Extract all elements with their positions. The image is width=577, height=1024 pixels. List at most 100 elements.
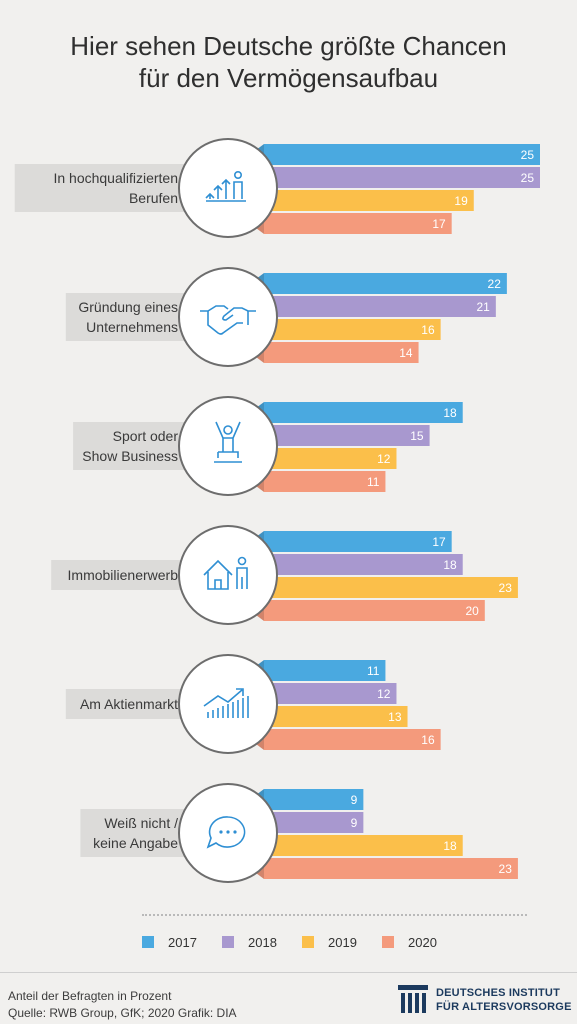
bar [264, 835, 463, 856]
bar-value-label: 11 [367, 475, 380, 489]
category-group: Immobilienerwerb 17 18 23 20 [51, 525, 518, 625]
bar [264, 425, 430, 446]
handshake-icon [200, 305, 256, 335]
bar-value-label: 11 [367, 664, 380, 678]
category-label: Sport oder [113, 428, 179, 444]
bar [264, 448, 397, 469]
footer-source: Quelle: RWB Group, GfK; 2020 Grafik: DIA [8, 1006, 237, 1020]
legend: 2017 2018 2019 2020 [0, 930, 577, 954]
category-label-box [73, 422, 188, 470]
bar [264, 531, 452, 552]
category-label: In hochqualifizierten [53, 170, 178, 186]
category-group: In hochqualifizierten Berufen 25 25 19 17 [14, 138, 540, 238]
bar-chart: In hochqualifizierten Berufen 25 25 19 17 Grün… [14, 138, 540, 883]
legend-swatch-2018 [222, 936, 234, 948]
bar-value-label: 23 [499, 581, 513, 595]
legend-label-2020: 2020 [408, 934, 437, 950]
category-group: Sport oder Show Business 18 15 12 11 [73, 396, 463, 496]
brand-text: DEUTSCHES INSTITUT FÜR ALTERSVORSORGE [436, 986, 572, 1014]
bar-value-label: 14 [399, 346, 413, 360]
chat-bubble-icon [206, 816, 246, 849]
legend-item-2020: 2020 [382, 930, 437, 954]
bar [264, 660, 386, 681]
category-label: Gründung eines [78, 299, 178, 315]
category-label: Unternehmens [86, 319, 178, 335]
bar-value-label: 25 [521, 171, 535, 185]
brand-line-1: DEUTSCHES INSTITUT [436, 987, 560, 999]
bar-value-label: 17 [432, 217, 446, 231]
bar-value-label: 13 [388, 710, 402, 724]
category-label: Weiß nicht / [104, 815, 178, 831]
bar [264, 729, 441, 750]
legend-item-2018: 2018 [222, 930, 277, 954]
bar [264, 296, 496, 317]
bar [264, 273, 507, 294]
bar-value-label: 17 [432, 535, 446, 549]
bar-value-label: 23 [499, 862, 513, 876]
bar [264, 706, 408, 727]
footer-divider [0, 972, 577, 973]
bar-value-label: 25 [521, 148, 535, 162]
legend-item-2019: 2019 [302, 930, 357, 954]
bar-value-label: 22 [488, 277, 502, 291]
bar [264, 812, 364, 833]
bar-value-label: 16 [421, 323, 435, 337]
bar [264, 190, 474, 211]
bar-value-label: 18 [443, 406, 457, 420]
category-label: Am Aktienmarkt [80, 696, 178, 712]
category-icon-circle [178, 138, 278, 238]
bar-value-label: 12 [377, 687, 391, 701]
title-line-1: Hier sehen Deutsche größte Chancen [70, 31, 507, 61]
category-group: Gründung eines Unternehmens 22 21 16 14 [65, 267, 507, 367]
category-label-box [14, 164, 189, 212]
bar [264, 683, 397, 704]
legend-swatch-2020 [382, 936, 394, 948]
career-growth-icon [205, 171, 246, 202]
bar [264, 319, 441, 340]
legend-label-2018: 2018 [248, 934, 277, 950]
category-group: Weiß nicht / keine Angabe 9 9 18 23 [80, 783, 518, 883]
brand-logo: DEUTSCHES INSTITUT FÜR ALTERSVORSORGE [398, 985, 572, 1015]
dia-logo-icon [398, 985, 428, 1013]
category-group: Am Aktienmarkt 11 12 13 16 [65, 654, 441, 754]
bar [264, 342, 419, 363]
bar [264, 167, 540, 188]
bar [264, 789, 364, 810]
brand-line-2: FÜR ALTERSVORSORGE [436, 1001, 572, 1013]
bar [264, 144, 540, 165]
legend-item-2017: 2017 [142, 930, 197, 954]
chart-title: Hier sehen Deutsche größte Chancen für d… [0, 30, 577, 94]
bar-value-label: 16 [421, 733, 435, 747]
bar-value-label: 15 [410, 429, 424, 443]
category-label-box [51, 560, 189, 590]
bar-value-label: 21 [476, 300, 490, 314]
category-label: Berufen [129, 190, 178, 206]
bar-value-label: 9 [351, 816, 358, 830]
category-label-box [65, 689, 188, 719]
category-icon-circle [178, 396, 278, 496]
legend-swatch-2019 [302, 936, 314, 948]
category-label: Show Business [82, 448, 178, 464]
bar [264, 858, 518, 879]
category-icon-circle [178, 267, 278, 367]
bar-value-label: 12 [377, 452, 391, 466]
footer-text: Anteil der Befragten in Prozent Quelle: … [8, 988, 237, 1022]
bar [264, 600, 485, 621]
title-line-2: für den Vermögensaufbau [138, 63, 439, 93]
stock-chart-icon [203, 688, 249, 718]
bar-value-label: 19 [454, 194, 468, 208]
legend-swatch-2017 [142, 936, 154, 948]
bar-value-label: 18 [443, 558, 457, 572]
bar [264, 213, 452, 234]
legend-label-2017: 2017 [168, 934, 197, 950]
bar-value-label: 20 [465, 604, 479, 618]
bar-value-label: 18 [443, 839, 457, 853]
house-person-icon [203, 556, 248, 590]
bar [264, 577, 518, 598]
bar-value-label: 9 [351, 793, 358, 807]
bar [264, 471, 386, 492]
bar [264, 402, 463, 423]
bar [264, 554, 463, 575]
legend-divider [142, 914, 527, 916]
winner-podium-icon [214, 421, 242, 463]
